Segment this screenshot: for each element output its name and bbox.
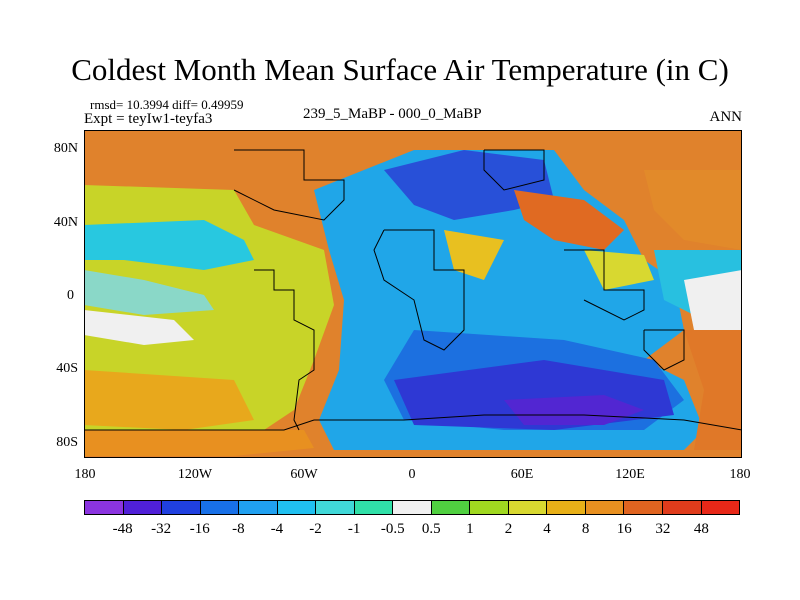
colorbar-label: -1 (347, 521, 361, 537)
lon-label-180e: 180 (729, 467, 751, 482)
lon-label-120w: 120W (177, 467, 213, 482)
colorbar-swatch (508, 501, 548, 514)
colorbar-swatch (547, 501, 586, 514)
lat-label-40s: 40S (56, 361, 78, 376)
colorbar-swatch (354, 501, 394, 514)
case-label: 239_5_MaBP - 000_0_MaBP (303, 106, 482, 122)
lon-label-60w: 60W (290, 467, 318, 482)
colorbar-label: -16 (189, 521, 210, 537)
experiment-label: Expt = teyIw1-teyfa3 (84, 111, 213, 127)
lat-label-0: 0 (67, 288, 74, 303)
colorbar-swatch (470, 501, 509, 514)
colorbar-swatch (123, 501, 163, 514)
colorbar-label: 48 (693, 521, 709, 537)
season-label: ANN (709, 109, 743, 125)
lon-label-180w: 180 (74, 467, 96, 482)
lat-label-80s: 80S (56, 435, 78, 450)
lon-label-60e: 60E (510, 467, 534, 482)
lon-label-0: 0 (408, 467, 416, 482)
colorbar-label: -4 (270, 521, 284, 537)
colorbar-swatch (85, 501, 124, 514)
colorbar-swatch (316, 501, 355, 514)
colorbar-labels: -48 -32 -16 -8 -4 -2 -1 -0.5 0.5 1 2 4 8 16 32 48 (84, 521, 740, 539)
colorbar-swatch (393, 501, 432, 514)
colorbar-label: 16 (616, 521, 632, 537)
colorbar-label: 8 (581, 521, 590, 537)
colorbar-label: -2 (309, 521, 322, 537)
chart-title: Coldest Month Mean Surface Air Temperatu… (71, 52, 729, 87)
temperature-map (84, 130, 742, 458)
colorbar-label: 2 (504, 521, 513, 537)
lat-label-40n: 40N (53, 215, 78, 230)
colorbar-swatch (200, 501, 240, 514)
map-field (84, 130, 742, 458)
colorbar-swatch (239, 501, 278, 514)
colorbar-label: 4 (543, 521, 551, 537)
colorbar-swatch (662, 501, 702, 514)
colorbar-label: 1 (466, 521, 474, 537)
lon-label-120e: 120E (615, 467, 645, 482)
colorbar-swatch (701, 501, 740, 514)
lat-label-80n: 80N (53, 141, 78, 156)
colorbar-label: -32 (151, 521, 172, 537)
colorbar-label: -48 (112, 521, 133, 537)
colorbar-swatch (277, 501, 317, 514)
colorbar (84, 500, 740, 515)
colorbar-swatch (624, 501, 663, 514)
colorbar-swatch (162, 501, 201, 514)
colorbar-label: 32 (655, 521, 671, 537)
colorbar-swatch (585, 501, 625, 514)
colorbar-label: -0.5 (380, 521, 405, 537)
colorbar-label: 0.5 (421, 521, 441, 537)
rmsd-diff-stats: rmsd= 10.3994 diff= 0.49959 (90, 97, 244, 112)
colorbar-label: -8 (232, 521, 245, 537)
colorbar-swatch (431, 501, 471, 514)
